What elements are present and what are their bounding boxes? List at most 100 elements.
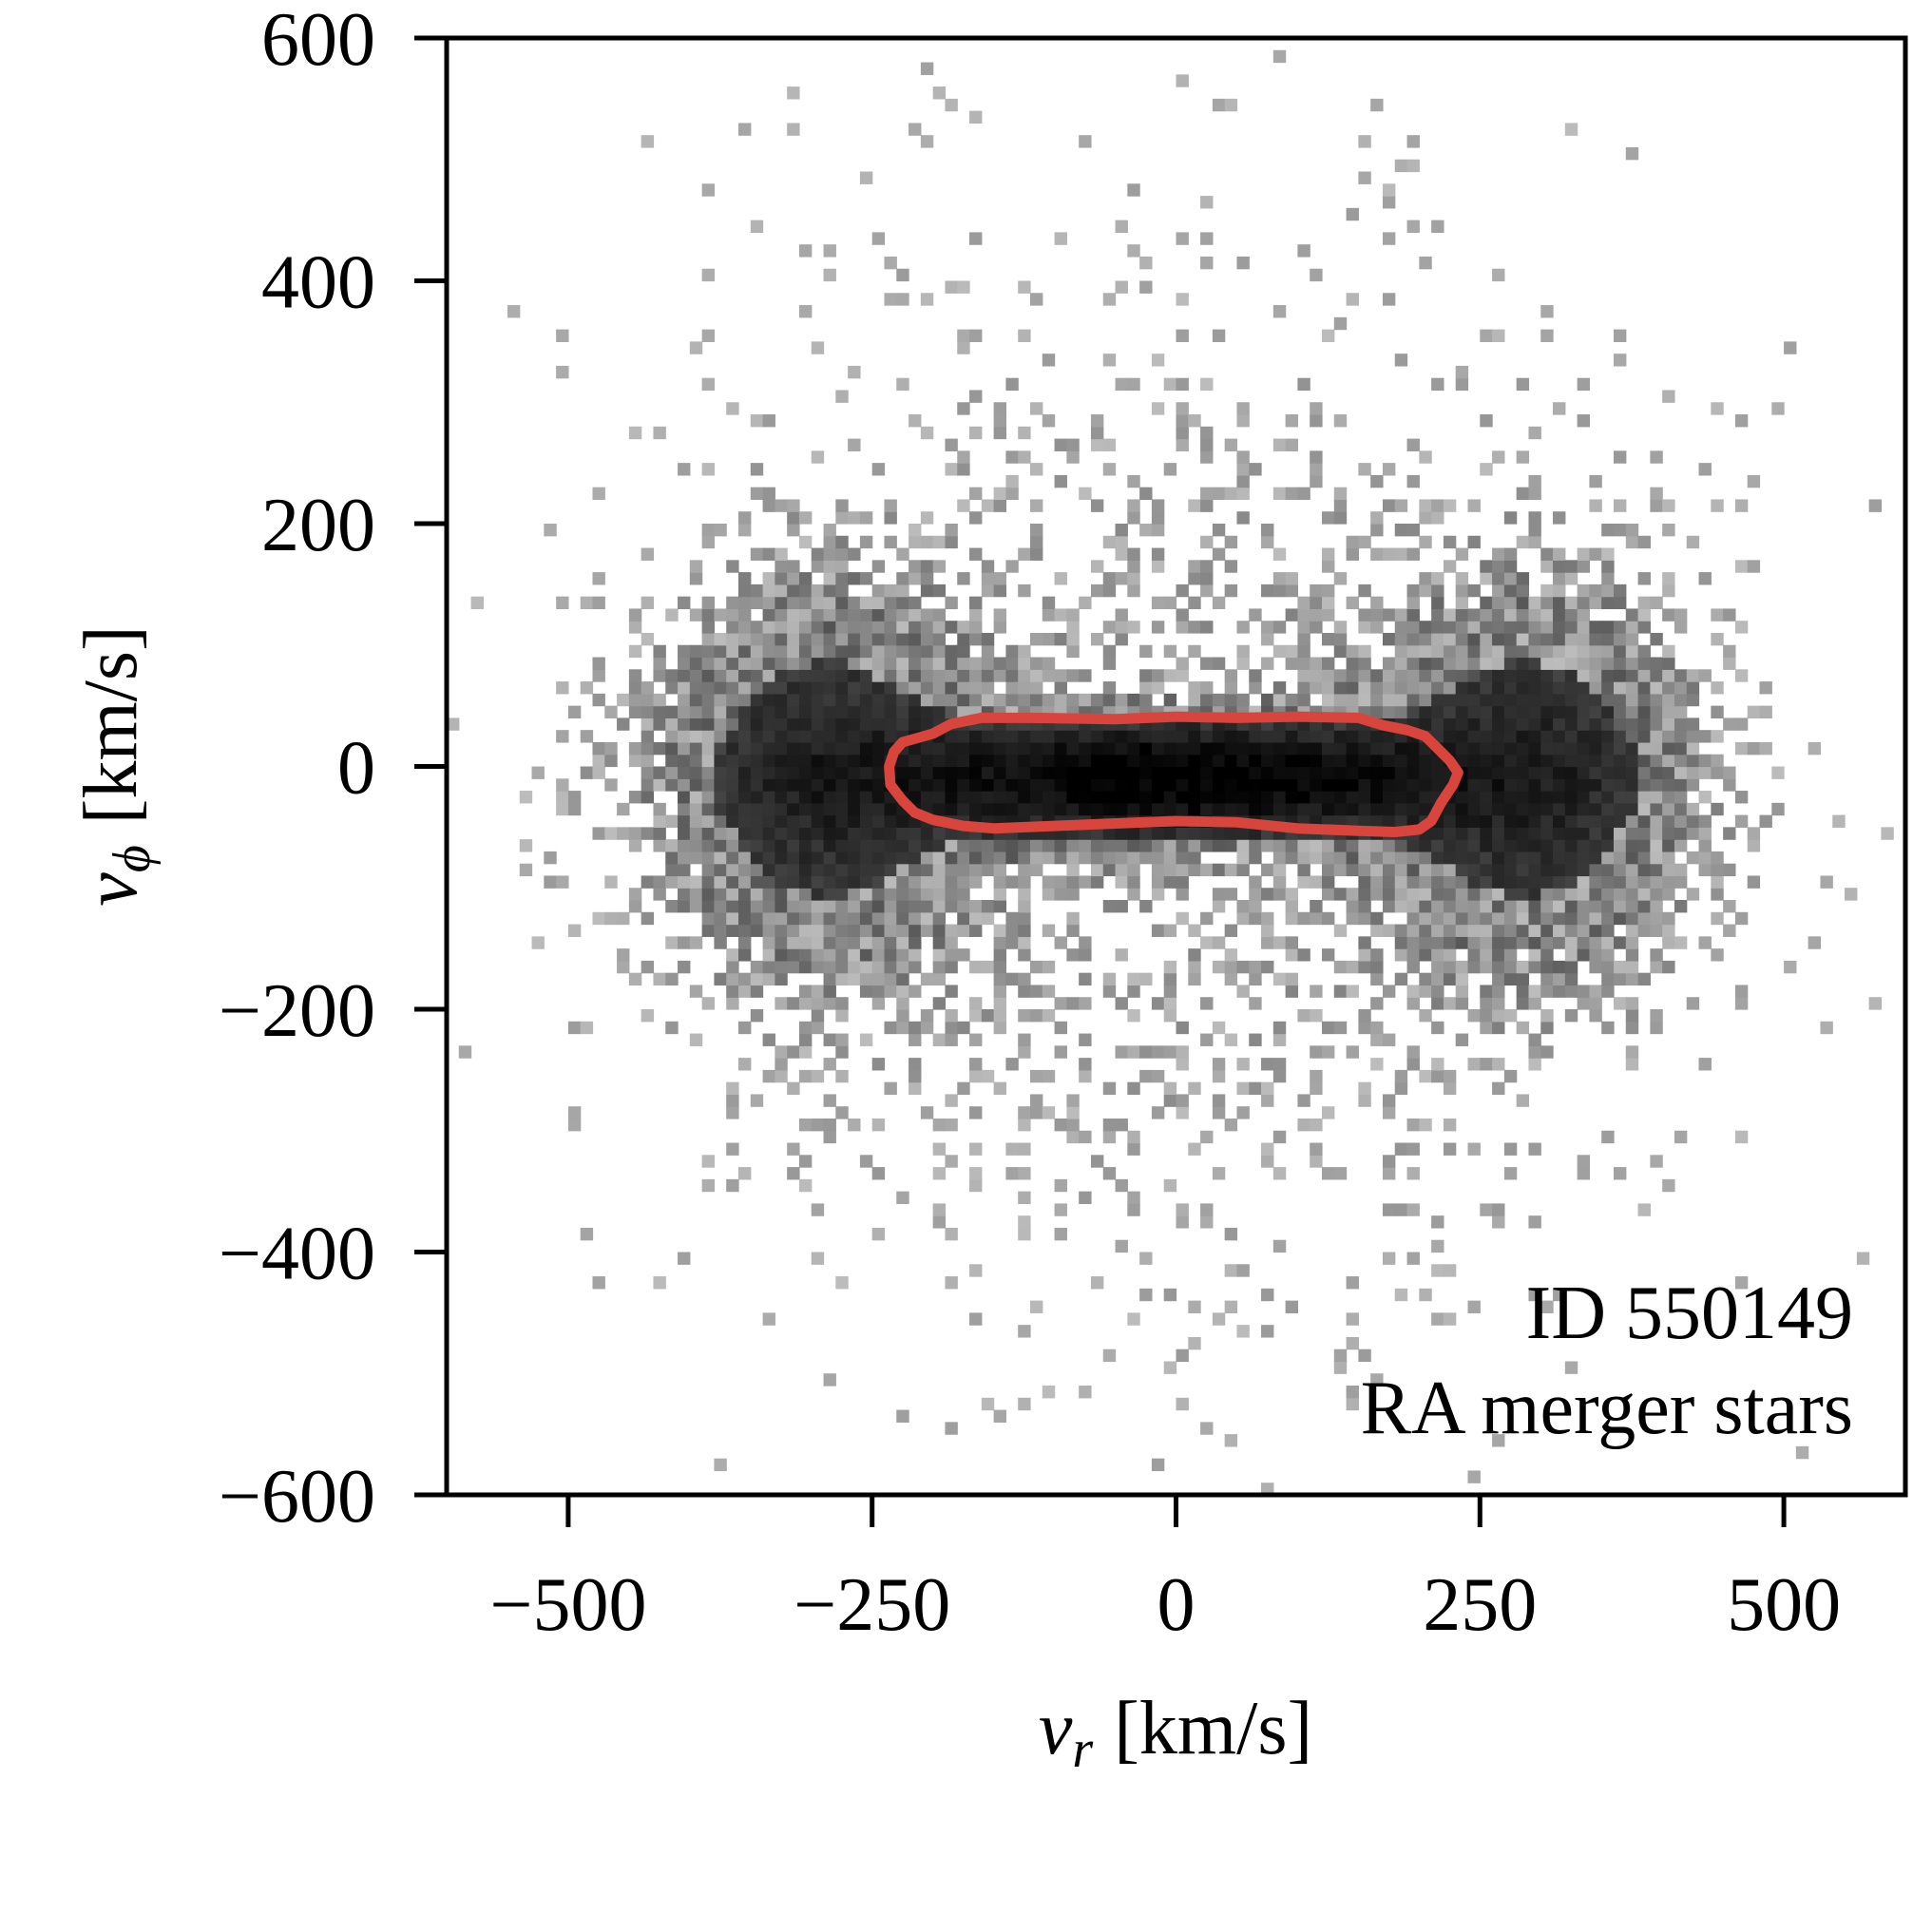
heatmap-bin [726, 657, 739, 670]
heatmap-bin [726, 1094, 739, 1107]
heatmap-bin [1674, 778, 1688, 792]
heatmap-bin [1711, 911, 1724, 926]
heatmap-bin [1261, 888, 1274, 901]
heatmap-bin [1650, 900, 1663, 913]
heatmap-bin [701, 839, 716, 852]
heatmap-bin [641, 911, 655, 926]
heatmap-bin [1297, 669, 1310, 682]
heatmap-bin [798, 1033, 813, 1046]
heatmap-bin [1759, 681, 1772, 695]
heatmap-bin [896, 900, 909, 913]
heatmap-bin [1455, 814, 1469, 828]
heatmap-bin [678, 730, 691, 743]
heatmap-bin [1188, 851, 1201, 865]
heatmap-bin [993, 985, 1007, 998]
heatmap-bin [1370, 1033, 1384, 1046]
heatmap-bin [678, 463, 691, 476]
heatmap-bin [1030, 1094, 1043, 1107]
heatmap-bin [1102, 644, 1117, 659]
heatmap-bin [969, 681, 983, 695]
heatmap-bin [1516, 1094, 1530, 1107]
heatmap-bin [617, 802, 630, 816]
heatmap-bin [1042, 1386, 1056, 1399]
heatmap-bin [701, 681, 716, 695]
heatmap-bin [1431, 778, 1444, 792]
heatmap-bin [1625, 888, 1639, 901]
heatmap-bin [945, 1094, 958, 1107]
heatmap-bin [567, 924, 582, 937]
heatmap-bin [1686, 778, 1700, 792]
heatmap-bin [592, 766, 605, 779]
heatmap-bin [1540, 1009, 1554, 1023]
heatmap-bin [1577, 791, 1591, 804]
heatmap-bin [1018, 839, 1031, 852]
heatmap-bin [750, 547, 764, 561]
heatmap-bin [884, 730, 897, 743]
heatmap-bin [981, 741, 995, 756]
heatmap-bin [1711, 705, 1724, 719]
heatmap-bin [1637, 693, 1651, 707]
heatmap-bin [1079, 839, 1092, 852]
heatmap-bin [1188, 414, 1201, 428]
heatmap-bin [1151, 596, 1165, 610]
heatmap-bin [1406, 778, 1420, 792]
heatmap-bin [1577, 802, 1591, 816]
heatmap-bin [884, 669, 897, 682]
heatmap-bin [1249, 997, 1262, 1010]
heatmap-bin [1698, 814, 1712, 828]
heatmap-bin [1480, 863, 1493, 877]
heatmap-bin [1637, 572, 1651, 585]
heatmap-bin [1224, 1033, 1238, 1046]
heatmap-bin [1540, 608, 1554, 622]
heatmap-bin [1382, 888, 1396, 901]
heatmap-bin [945, 1155, 958, 1168]
heatmap-bin [1516, 741, 1530, 756]
heatmap-bin [884, 948, 897, 962]
heatmap-bin [811, 705, 825, 719]
heatmap-bin [1528, 827, 1541, 840]
heatmap-bin [1771, 402, 1785, 415]
heatmap-bin [701, 621, 716, 634]
heatmap-bin [945, 900, 958, 913]
heatmap-bin [1467, 669, 1481, 682]
heatmap-bin [1394, 621, 1408, 634]
heatmap-bin [628, 839, 642, 852]
heatmap-bin [1564, 875, 1578, 889]
heatmap-bin [1127, 766, 1140, 779]
heatmap-bin [1516, 693, 1530, 707]
heatmap-bin [1503, 814, 1518, 828]
heatmap-bin [762, 717, 775, 731]
heatmap-bin [969, 632, 983, 646]
heatmap-bin [969, 875, 983, 889]
heatmap-bin [1176, 1397, 1189, 1411]
heatmap-bin [1030, 1009, 1043, 1023]
heatmap-bin [1236, 791, 1250, 804]
heatmap-bin [1176, 438, 1189, 451]
heatmap-bin [1674, 900, 1688, 913]
heatmap-bin [1503, 596, 1518, 610]
heatmap-bin [1297, 1009, 1310, 1023]
heatmap-bin [1333, 791, 1348, 804]
heatmap-bin [1443, 839, 1457, 852]
heatmap-bin [1310, 402, 1323, 415]
heatmap-bin [896, 778, 909, 792]
heatmap-bin [848, 608, 861, 622]
heatmap-bin [1564, 791, 1578, 804]
heatmap-bin [1115, 997, 1128, 1010]
heatmap-bin [1564, 924, 1578, 937]
heatmap-bin [738, 948, 752, 962]
heatmap-bin [1310, 985, 1323, 998]
heatmap-bin [1674, 730, 1688, 743]
heatmap-bin [1589, 985, 1602, 998]
heatmap-bin [1601, 766, 1615, 779]
heatmap-bin [1127, 693, 1140, 707]
heatmap-bin [1200, 936, 1214, 949]
heatmap-bin [1079, 827, 1092, 840]
heatmap-bin [1564, 972, 1578, 986]
heatmap-bin [1394, 159, 1408, 173]
heatmap-bin [1212, 329, 1226, 342]
heatmap-bin [1163, 730, 1177, 743]
heatmap-bin [1723, 827, 1736, 840]
heatmap-bin [787, 936, 800, 949]
heatmap-bin [1650, 754, 1663, 768]
